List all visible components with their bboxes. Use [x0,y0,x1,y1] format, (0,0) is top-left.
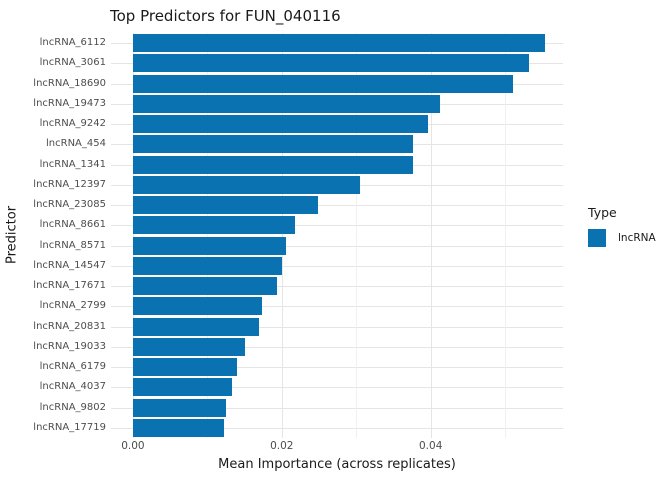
gridline-vertical-major [281,33,283,438]
chart-title: Top Predictors for FUN_040116 [110,7,341,25]
y-axis-tick-labels: lncRNA_6112 lncRNA_3061 lncRNA_18690 lncRNA… [0,33,106,438]
y-tick-label: lncRNA_19473 [33,97,106,109]
gridline-horizontal [111,225,563,227]
bar-lncRNA_4037 [132,378,232,397]
gridline-horizontal [111,286,563,288]
bar-lncRNA_12397 [132,175,360,194]
x-tick-label: 0.04 [418,440,443,452]
bar-lncRNA_9802 [132,398,226,417]
bar-lncRNA_8661 [132,216,296,235]
bar-lncRNA_6179 [132,358,238,377]
y-tick-label: lncRNA_17671 [33,280,106,292]
y-tick-label: lncRNA_8661 [39,219,106,231]
bar-lncRNA_20831 [132,317,259,336]
bar-lncRNA_9242 [132,115,428,134]
bar-lncRNA_18690 [132,74,513,93]
y-tick-label: lncRNA_454 [46,138,106,150]
gridline-horizontal [111,367,563,369]
x-axis-title: Mean Importance (across replicates) [218,457,456,472]
gridline-horizontal [111,205,563,207]
y-tick-label: lncRNA_20831 [33,320,106,332]
y-tick-label: lncRNA_2799 [39,300,106,312]
plot-panel [111,33,563,438]
bar-lncRNA_14547 [132,256,282,275]
bar-lncRNA_17671 [132,277,277,296]
gridline-horizontal [111,407,563,409]
x-tick-label: 0.02 [270,440,294,452]
gridline-horizontal [111,326,563,328]
bar-lncRNA_17719 [132,418,224,437]
y-tick-label: lncRNA_6112 [39,37,106,49]
legend: Type lncRNA [588,205,656,247]
legend-title: Type [588,205,617,220]
y-tick-label: lncRNA_9242 [39,118,106,130]
x-tick-label: 0.00 [121,440,145,452]
bar-lncRNA_1341 [132,155,413,174]
gridline-vertical-minor [505,33,507,438]
y-tick-label: lncRNA_18690 [33,77,106,89]
bar-lncRNA_19033 [132,337,246,356]
gridline-horizontal [111,427,563,429]
y-tick-label: lncRNA_3061 [39,57,106,69]
y-tick-label: lncRNA_4037 [39,381,106,393]
gridline-horizontal [111,245,563,247]
y-tick-label: lncRNA_12397 [33,178,106,190]
bar-lncRNA_3061 [132,54,529,73]
y-tick-label: lncRNA_1341 [39,158,106,170]
gridline-vertical-minor [207,33,209,438]
y-tick-label: lncRNA_14547 [33,259,106,271]
gridline-horizontal [111,387,563,389]
gridline-vertical-major [132,33,134,438]
bar-lncRNA_23085 [132,196,319,215]
legend-key-swatch [588,229,606,247]
legend-item-label: lncRNA [618,232,656,244]
gridline-vertical-major [430,33,432,438]
gridline-horizontal [111,346,563,348]
y-tick-label: lncRNA_8571 [39,239,106,251]
bar-lncRNA_19473 [132,94,441,113]
bar-lncRNA_8571 [132,236,286,255]
y-tick-label: lncRNA_17719 [33,421,106,433]
gridline-vertical-minor [356,33,358,438]
y-tick-label: lncRNA_9802 [39,401,106,413]
bar-lncRNA_2799 [132,297,263,316]
y-tick-label: lncRNA_6179 [39,361,106,373]
gridline-horizontal [111,265,563,267]
bar-lncRNA_6112 [132,34,546,53]
bar-lncRNA_454 [132,135,413,154]
y-tick-label: lncRNA_19033 [33,340,106,352]
y-tick-label: lncRNA_23085 [33,199,106,211]
gridline-horizontal [111,306,563,308]
legend-item: lncRNA [588,229,656,247]
